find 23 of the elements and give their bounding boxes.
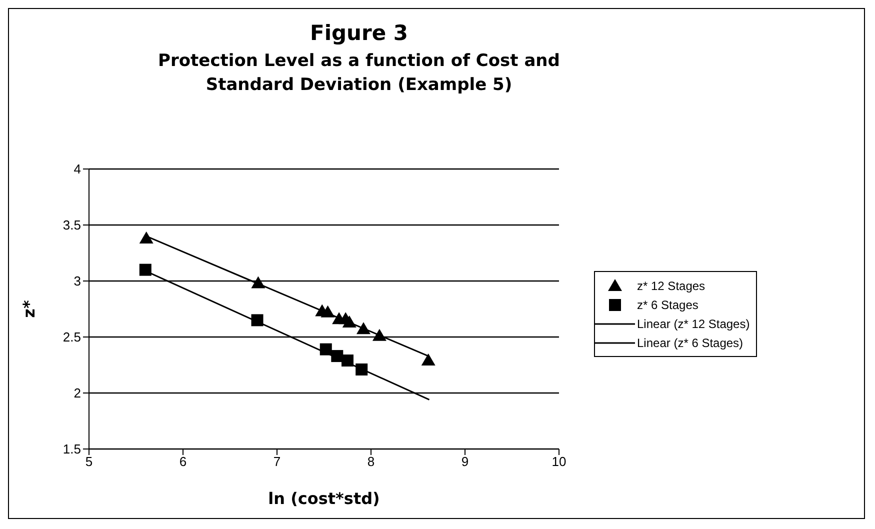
legend-label: z* 6 Stages — [637, 298, 698, 312]
y-axis-title: z* — [20, 300, 39, 318]
legend-label: z* 12 Stages — [637, 278, 706, 292]
point — [139, 264, 152, 276]
x-axis-title: ln (cost*std) — [268, 489, 380, 508]
x-tick-label: 8 — [367, 454, 375, 470]
point — [421, 354, 436, 366]
y-tick-label: 3 — [74, 274, 81, 289]
x-tick-label: 5 — [85, 454, 93, 470]
x-tick-label: 10 — [552, 454, 566, 470]
legend-label: Linear (z* 12 Stages) — [637, 316, 750, 330]
y-tick-label: 2.5 — [62, 330, 81, 345]
x-tick-label: 7 — [273, 454, 281, 470]
x-tick-label: 6 — [179, 454, 187, 470]
y-tick-label: 1.5 — [62, 442, 81, 457]
chart-title: Figure 3 — [308, 21, 410, 45]
point — [139, 231, 154, 244]
legend-label: Linear (z* 6 Stages) — [637, 336, 744, 350]
chart-subtitle: Protection Level as a function of Cost and Standard Deviation (Example 5) — [157, 50, 561, 97]
y-tick-label: 4 — [74, 162, 81, 177]
x-tick-label: 9 — [461, 454, 469, 470]
y-tick-label: 2 — [74, 386, 81, 401]
y-tick-label: 3.5 — [62, 218, 81, 233]
